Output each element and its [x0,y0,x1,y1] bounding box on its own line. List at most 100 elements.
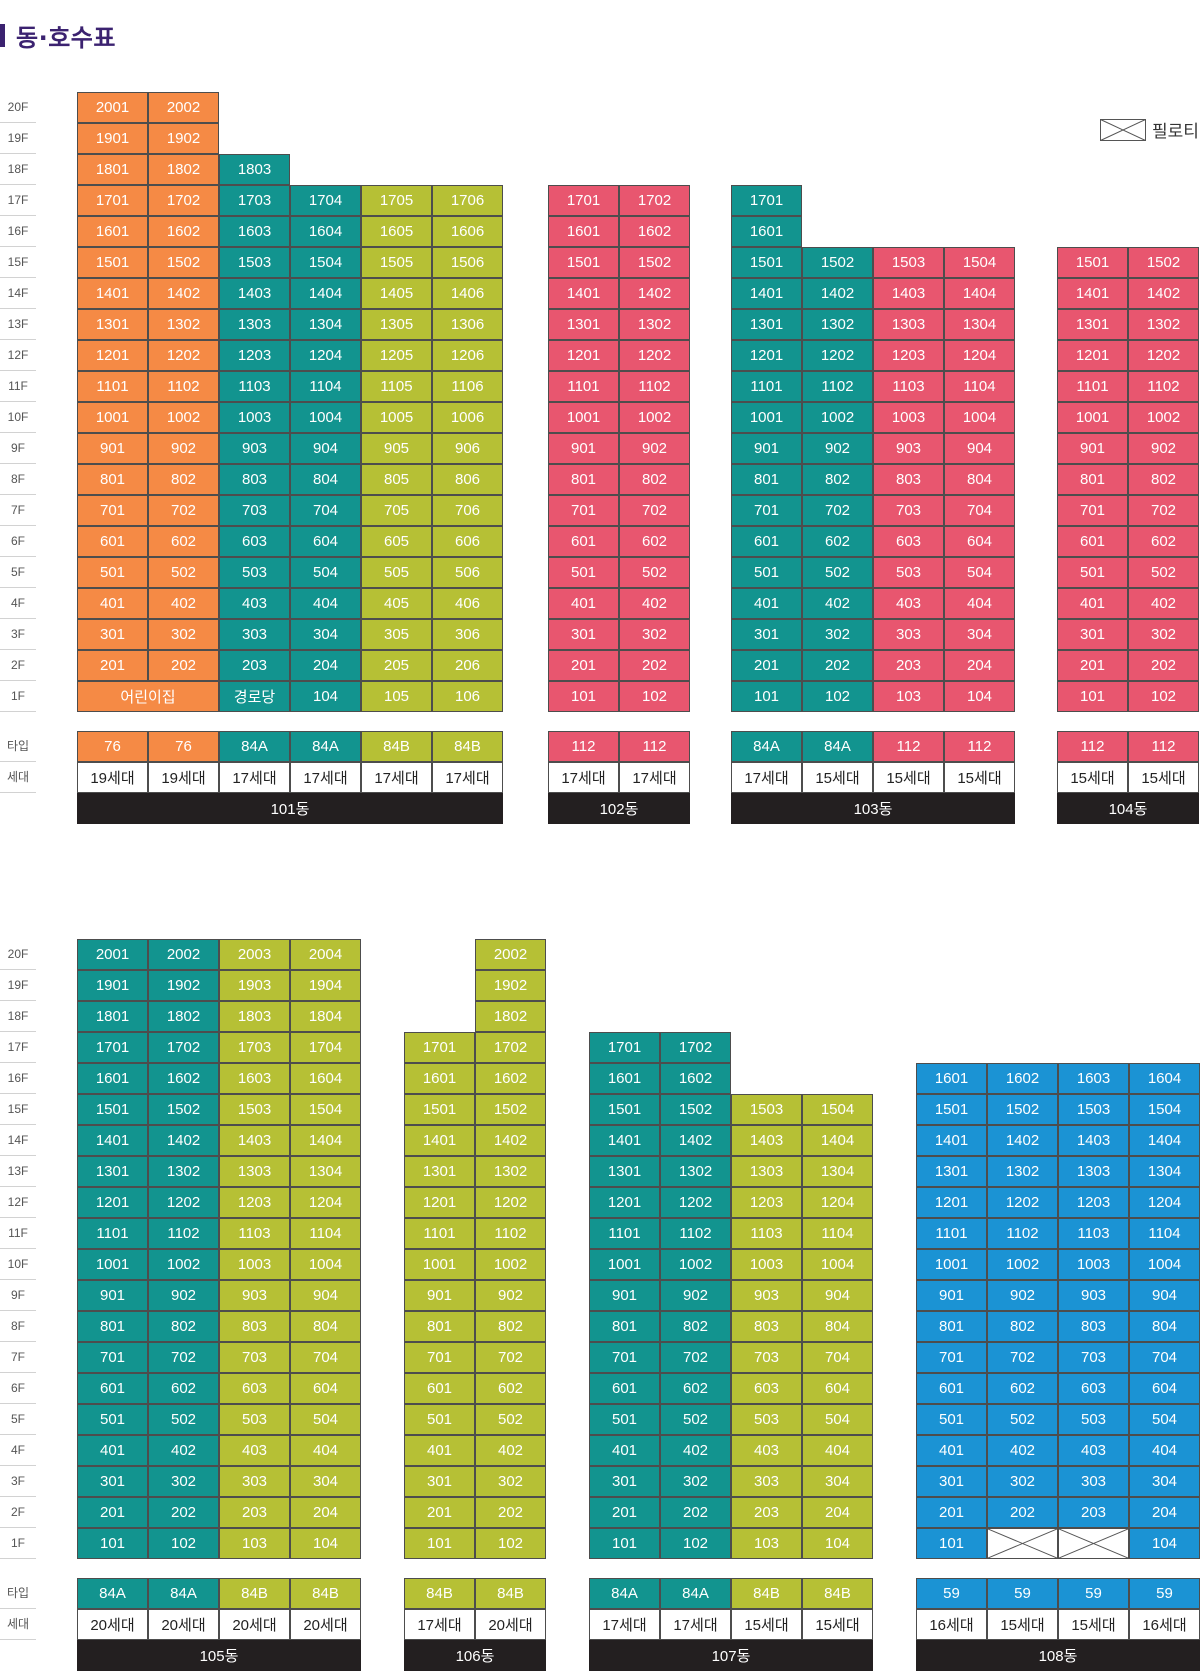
unit-cell[interactable]: 1504 [1129,1094,1200,1125]
unit-cell[interactable]: 404 [1129,1435,1200,1466]
unit-cell[interactable]: 1102 [475,1218,546,1249]
unit-cell[interactable]: 1104 [802,1218,873,1249]
unit-cell[interactable]: 1403 [731,1125,802,1156]
unit-cell[interactable]: 1201 [1057,340,1128,371]
unit-cell[interactable]: 604 [802,1373,873,1404]
unit-cell[interactable]: 504 [944,557,1015,588]
unit-cell[interactable]: 404 [944,588,1015,619]
unit-cell[interactable]: 901 [589,1280,660,1311]
unit-cell[interactable]: 902 [475,1280,546,1311]
unit-cell[interactable]: 401 [77,588,148,619]
unit-cell[interactable]: 1605 [361,216,432,247]
unit-cell[interactable]: 302 [619,619,690,650]
unit-cell[interactable]: 1004 [944,402,1015,433]
unit-cell[interactable]: 701 [731,495,802,526]
unit-cell[interactable]: 104 [1129,1528,1200,1559]
unit-cell[interactable]: 301 [1057,619,1128,650]
unit-cell[interactable]: 1403 [873,278,944,309]
unit-cell[interactable]: 1702 [475,1032,546,1063]
unit-cell[interactable]: 402 [802,588,873,619]
unit-cell[interactable]: 303 [219,619,290,650]
unit-cell[interactable]: 901 [77,1280,148,1311]
unit-cell[interactable]: 1106 [432,371,503,402]
unit-cell[interactable]: 1203 [219,340,290,371]
unit-cell[interactable]: 302 [987,1466,1058,1497]
unit-cell[interactable]: 701 [916,1342,987,1373]
unit-cell[interactable]: 402 [987,1435,1058,1466]
unit-cell[interactable]: 603 [873,526,944,557]
unit-cell[interactable]: 501 [731,557,802,588]
unit-cell[interactable]: 1501 [589,1094,660,1125]
unit-cell[interactable]: 1004 [1129,1249,1200,1280]
unit-cell[interactable]: 503 [1058,1404,1129,1435]
unit-cell[interactable]: 203 [873,650,944,681]
unit-cell[interactable]: 1303 [219,1156,290,1187]
unit-cell[interactable]: 1004 [290,402,361,433]
unit-cell[interactable]: 1103 [219,1218,290,1249]
unit-cell[interactable]: 504 [290,557,361,588]
unit-cell[interactable]: 1002 [148,1249,219,1280]
unit-cell[interactable]: 702 [148,1342,219,1373]
unit-cell[interactable]: 201 [404,1497,475,1528]
unit-cell[interactable]: 802 [148,464,219,495]
unit-cell[interactable]: 2001 [77,939,148,970]
unit-cell[interactable]: 1002 [987,1249,1058,1280]
unit-cell[interactable]: 1002 [802,402,873,433]
unit-cell[interactable]: 1606 [432,216,503,247]
unit-cell[interactable]: 803 [219,464,290,495]
unit-cell[interactable]: 202 [148,650,219,681]
unit-cell[interactable]: 1701 [731,185,802,216]
unit-cell[interactable]: 1202 [987,1187,1058,1218]
unit-cell[interactable]: 1203 [873,340,944,371]
unit-cell[interactable]: 903 [731,1280,802,1311]
unit-cell[interactable]: 403 [219,588,290,619]
unit-cell[interactable]: 1102 [619,371,690,402]
unit-cell[interactable]: 1404 [1129,1125,1200,1156]
unit-cell[interactable]: 1603 [219,1063,290,1094]
unit-cell[interactable]: 401 [731,588,802,619]
unit-cell[interactable]: 1002 [475,1249,546,1280]
unit-cell[interactable]: 604 [1129,1373,1200,1404]
unit-cell[interactable]: 102 [619,681,690,712]
unit-cell[interactable]: 1304 [290,309,361,340]
unit-cell[interactable]: 703 [219,495,290,526]
unit-cell[interactable]: 1302 [660,1156,731,1187]
unit-cell[interactable]: 202 [660,1497,731,1528]
unit-cell[interactable]: 1103 [219,371,290,402]
unit-cell[interactable]: 1501 [404,1094,475,1125]
unit-cell[interactable]: 1601 [589,1063,660,1094]
unit-cell[interactable]: 1703 [219,1032,290,1063]
unit-cell[interactable]: 1001 [1057,402,1128,433]
unit-cell[interactable]: 606 [432,526,503,557]
unit-cell[interactable]: 706 [432,495,503,526]
unit-cell[interactable]: 1304 [944,309,1015,340]
unit-cell[interactable]: 704 [290,1342,361,1373]
unit-cell[interactable]: 1601 [916,1063,987,1094]
unit-cell[interactable]: 1503 [219,1094,290,1125]
unit-cell[interactable]: 1402 [619,278,690,309]
unit-cell[interactable]: 402 [148,588,219,619]
unit-cell[interactable]: 402 [660,1435,731,1466]
unit-cell[interactable]: 801 [589,1311,660,1342]
unit-cell[interactable]: 1303 [873,309,944,340]
unit-cell[interactable]: 802 [987,1311,1058,1342]
unit-cell[interactable]: 601 [548,526,619,557]
unit-cell[interactable]: 603 [219,526,290,557]
unit-cell[interactable]: 101 [548,681,619,712]
unit-cell[interactable]: 402 [1128,588,1199,619]
unit-cell[interactable]: 1205 [361,340,432,371]
unit-cell[interactable]: 1503 [731,1094,802,1125]
unit-cell[interactable]: 1103 [873,371,944,402]
unit-cell[interactable]: 1504 [290,247,361,278]
unit-cell[interactable]: 601 [589,1373,660,1404]
unit-cell[interactable]: 1001 [731,402,802,433]
unit-cell[interactable]: 1201 [589,1187,660,1218]
unit-cell[interactable]: 1802 [148,154,219,185]
unit-cell[interactable]: 804 [1129,1311,1200,1342]
unit-cell[interactable]: 103 [731,1528,802,1559]
unit-cell[interactable]: 1001 [916,1249,987,1280]
unit-cell[interactable]: 502 [660,1404,731,1435]
unit-cell[interactable]: 1301 [404,1156,475,1187]
unit-cell[interactable]: 802 [660,1311,731,1342]
unit-cell[interactable]: 1301 [589,1156,660,1187]
